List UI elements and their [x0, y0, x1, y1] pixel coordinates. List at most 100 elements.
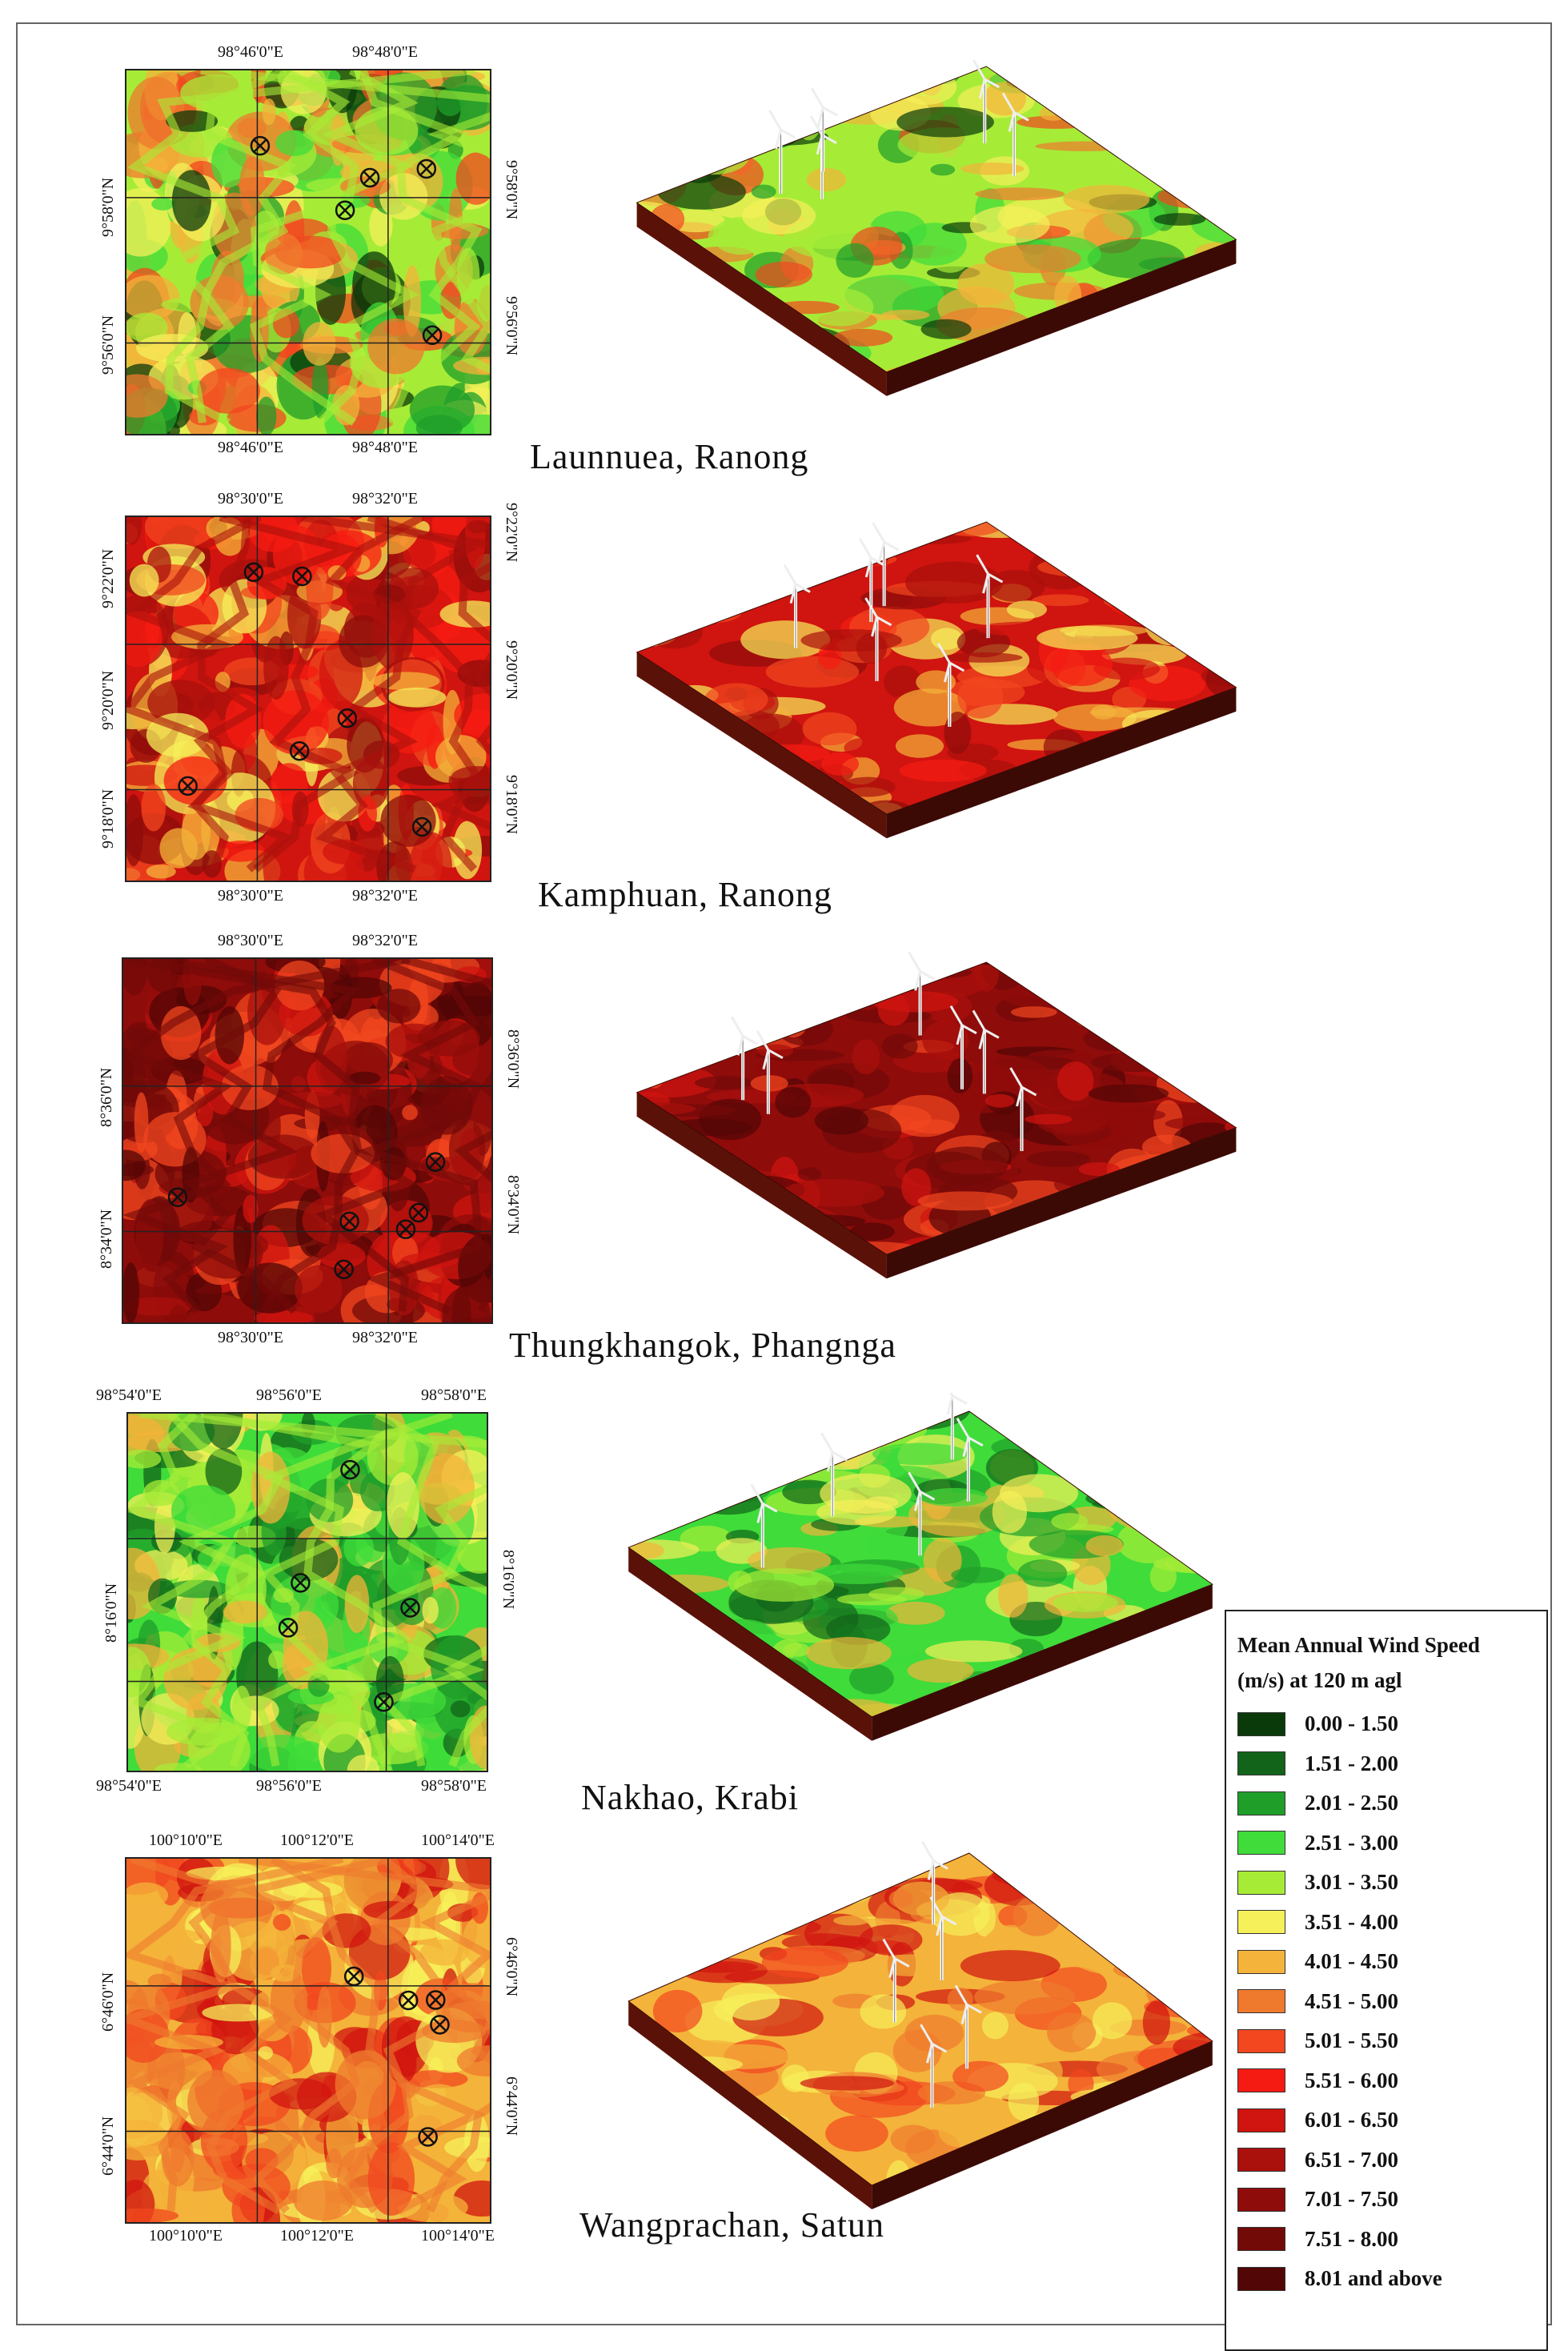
legend-swatch	[1237, 1949, 1285, 1974]
turbine-site-marker	[250, 135, 271, 156]
legend-title: Mean Annual Wind Speed	[1237, 1633, 1480, 1657]
wind-map-2d	[125, 1857, 491, 2224]
legend-items: 0.00 - 1.50 1.51 - 2.00 2.01 - 2.50 2.51 - …	[1237, 1704, 1535, 2299]
wind-turbine-icon	[1001, 92, 1029, 177]
wind-turbine-icon	[908, 951, 936, 1036]
left-tick: 8°34'0"N	[98, 1209, 115, 1269]
top-tick: 100°12'0"E	[280, 1831, 354, 1849]
top-tick: 100°14'0"E	[421, 1831, 495, 1849]
site-label: Launnuea, Ranong	[530, 437, 809, 476]
bottom-tick: 98°32'0"E	[352, 1329, 418, 1346]
terrain-3d	[628, 1840, 1213, 2209]
legend-item: 6.01 - 6.50	[1237, 2100, 1535, 2140]
wind-turbine-icon	[750, 1483, 778, 1568]
legend-item: 5.51 - 6.00	[1237, 2061, 1535, 2101]
legend-label: 3.01 - 3.50	[1305, 1870, 1398, 1895]
turbine-site-marker	[292, 566, 312, 587]
site-panel-nakhao: 98°54'0"E 98°56'0"E 98°58'0"E 98°54'0"E …	[0, 0, 1568, 1817]
turbine-site-marker	[337, 708, 358, 728]
wind-turbine-icon	[864, 597, 892, 681]
legend-swatch	[1237, 1791, 1285, 1815]
site-panel-thungkhangok: 98°30'0"E 98°32'0"E 98°30'0"E 98°32'0"E …	[0, 0, 1568, 1365]
legend-label: 6.51 - 7.00	[1305, 2147, 1398, 2172]
wind-turbine-icon	[920, 1840, 948, 1925]
turbine-site-marker	[374, 1692, 394, 1712]
wind-turbine-icon	[1009, 1067, 1037, 1152]
figure-frame	[16, 22, 1552, 2325]
legend-label: 5.01 - 5.50	[1305, 2028, 1398, 2053]
legend-label: 0.00 - 1.50	[1305, 1711, 1398, 1736]
turbine-site-marker	[408, 1202, 429, 1223]
terrain-3d	[636, 521, 1237, 839]
top-tick: 98°56'0"E	[256, 1386, 322, 1404]
bottom-tick: 98°58'0"E	[421, 1777, 487, 1795]
legend-swatch	[1237, 2028, 1285, 2053]
turbine-site-marker	[167, 1187, 188, 1207]
turbine-site-marker	[334, 1259, 354, 1280]
wind-turbine-icon	[882, 1938, 910, 2023]
top-tick: 98°30'0"E	[218, 490, 283, 508]
wind-turbine-icon	[908, 1471, 936, 1556]
turbine-site-marker	[340, 1459, 360, 1480]
legend-swatch	[1237, 1711, 1285, 1736]
wind-turbine-icon	[730, 1016, 758, 1101]
legend-label: 5.51 - 6.00	[1305, 2068, 1398, 2092]
turbine-site-marker	[359, 167, 380, 188]
wind-turbine-icon	[920, 2024, 948, 2108]
wind-turbine-icon	[872, 522, 900, 607]
terrain-3d	[636, 59, 1237, 396]
right-tick: 6°46'0"N	[503, 1937, 520, 1997]
turbine-site-marker	[411, 816, 432, 837]
legend-label: 4.51 - 5.00	[1305, 1988, 1398, 2013]
bottom-tick: 98°30'0"E	[218, 1329, 283, 1346]
right-tick: 8°16'0"N	[499, 1550, 517, 1610]
site-label: Thungkhangok, Phangnga	[509, 1326, 896, 1365]
legend-item: 7.51 - 8.00	[1237, 2220, 1535, 2260]
top-tick: 98°32'0"E	[352, 490, 418, 508]
bottom-tick: 100°14'0"E	[421, 2227, 495, 2245]
wind-map-2d	[125, 69, 491, 435]
legend-label: 6.01 - 6.50	[1305, 2108, 1398, 2132]
wind-turbine-icon	[937, 643, 965, 727]
turbine-site-marker	[400, 1598, 420, 1618]
top-tick: 98°32'0"E	[352, 932, 418, 949]
left-tick: 6°44'0"N	[99, 2116, 117, 2176]
left-tick: 9°18'0"N	[99, 788, 117, 849]
bottom-tick: 98°48'0"E	[352, 439, 418, 456]
wind-map-2d	[126, 1412, 488, 1772]
legend-swatch	[1237, 1910, 1285, 1935]
left-tick: 6°46'0"N	[99, 1972, 117, 2032]
wind-turbine-icon	[810, 87, 838, 172]
turbine-site-marker	[178, 776, 198, 796]
site-label: Kamphuan, Ranong	[538, 875, 832, 914]
turbine-site-marker	[416, 158, 437, 179]
legend-item: 7.01 - 7.50	[1237, 2180, 1535, 2220]
bottom-tick: 98°54'0"E	[96, 1777, 162, 1795]
terrain-3d	[628, 1393, 1213, 1741]
site-label: Wangprachan, Satun	[579, 2205, 884, 2245]
legend-label: 3.51 - 4.00	[1305, 1909, 1398, 1934]
wind-turbine-icon	[976, 554, 1004, 639]
right-tick: 8°36'0"N	[504, 1029, 522, 1089]
right-tick: 9°18'0"N	[503, 775, 520, 835]
legend-swatch	[1237, 2068, 1285, 2093]
legend-swatch	[1237, 2266, 1285, 2291]
turbine-site-marker	[426, 1990, 446, 2010]
top-tick: 98°54'0"E	[96, 1386, 162, 1404]
legend-label: 2.51 - 3.00	[1305, 1830, 1398, 1855]
top-tick: 98°48'0"E	[352, 43, 418, 61]
legend-swatch	[1237, 1870, 1285, 1895]
site-panel-launnuea: 98°46'0"E 98°48'0"E 98°46'0"E 98°48'0"E …	[0, 0, 1568, 480]
right-tick: 6°44'0"N	[503, 2076, 520, 2136]
legend-swatch	[1237, 2108, 1285, 2132]
legend-label: 4.01 - 4.50	[1305, 1949, 1398, 1974]
bottom-tick: 98°32'0"E	[352, 887, 418, 905]
wind-turbine-icon	[954, 1984, 982, 2069]
wind-turbine-icon	[756, 1029, 784, 1114]
wind-map-2d	[122, 957, 493, 1324]
legend-item: 8.01 and above	[1237, 2259, 1535, 2299]
legend-item: 3.01 - 3.50	[1237, 1863, 1535, 1903]
bottom-tick: 98°46'0"E	[218, 439, 283, 456]
wind-turbine-icon	[956, 1418, 984, 1502]
legend-item: 3.51 - 4.00	[1237, 1903, 1535, 1943]
